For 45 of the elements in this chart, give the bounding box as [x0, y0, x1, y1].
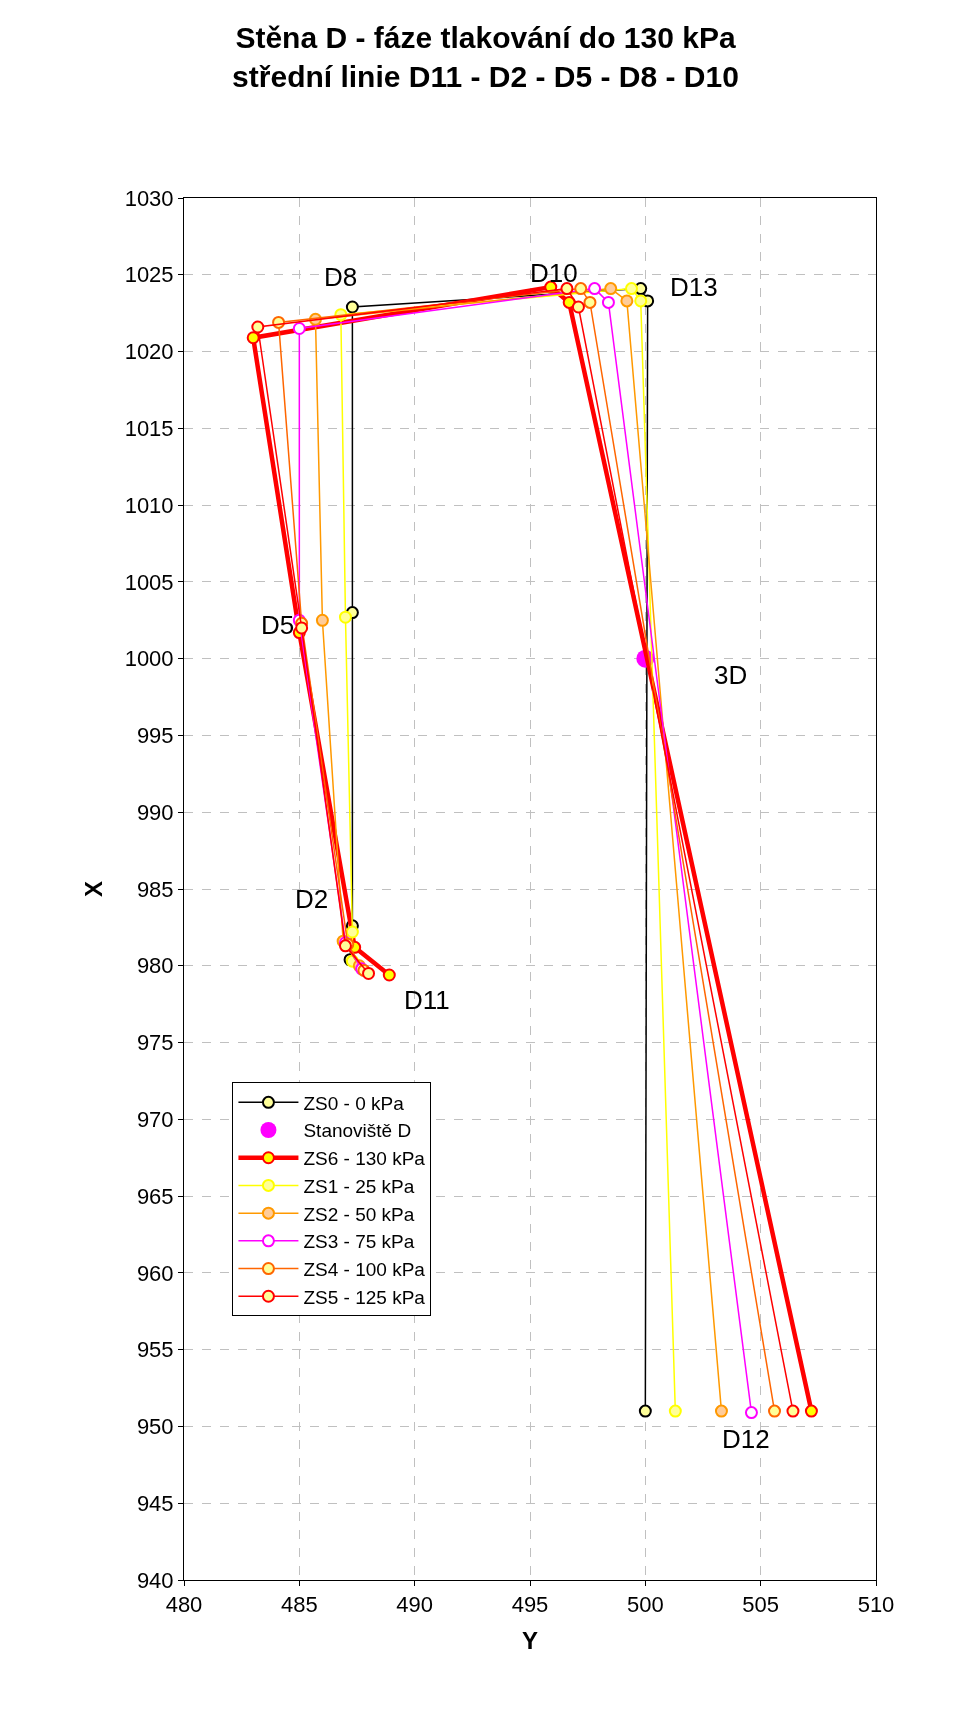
legend-label: ZS6 - 130 kPa — [303, 1148, 426, 1170]
y-tick-label: 1020 — [124, 339, 174, 365]
annotation: D2 — [295, 884, 329, 914]
y-tick-label: 950 — [136, 1414, 174, 1440]
y-axis-title: X — [79, 880, 107, 898]
y-tick-label: 1015 — [124, 416, 174, 442]
y-tick-label: 1000 — [124, 646, 174, 672]
annotation: 3D — [714, 660, 748, 690]
y-tick-label: 995 — [136, 723, 174, 749]
y-tick-label: 1005 — [124, 569, 174, 595]
y-tick-label: 970 — [136, 1107, 174, 1133]
y-tick-label: 980 — [136, 953, 174, 979]
annotation: D8 — [324, 262, 358, 292]
legend-label: Stanoviště D — [303, 1120, 412, 1142]
x-tick-label: 505 — [742, 1592, 780, 1618]
legend-label: ZS2 - 50 kPa — [303, 1203, 415, 1225]
x-tick-label: 510 — [857, 1592, 895, 1618]
x-tick-label: 500 — [626, 1592, 664, 1618]
y-tick-label: 990 — [136, 799, 174, 825]
legend-label: ZS0 - 0 kPa — [303, 1092, 405, 1114]
x-tick-label: 495 — [511, 1592, 549, 1618]
legend-label: ZS3 - 75 kPa — [303, 1231, 415, 1253]
legend-label: ZS4 - 100 kPa — [303, 1258, 426, 1280]
x-tick-label: 485 — [280, 1592, 318, 1618]
annotation: D13 — [670, 272, 718, 302]
legend-label: ZS1 - 25 kPa — [303, 1175, 415, 1197]
y-tick-label: 1025 — [124, 262, 174, 288]
y-tick-label: 960 — [136, 1260, 174, 1286]
x-tick-label: 480 — [165, 1592, 203, 1618]
annotation: D11 — [404, 985, 450, 1015]
y-tick-label: 965 — [136, 1183, 174, 1209]
annotation: D5 — [261, 610, 295, 640]
y-tick-label: 945 — [136, 1490, 174, 1516]
annotation: D12 — [722, 1424, 770, 1454]
chart-title: Stěna D - fáze tlakování do 130 kPa střední linie D11 - D2 - D5 - D8 - D10 — [232, 21, 739, 94]
y-tick-label: 1030 — [124, 185, 174, 211]
y-tick-label: 940 — [136, 1567, 174, 1593]
legend-label: ZS5 - 125 kPa — [303, 1286, 426, 1308]
y-tick-label: 955 — [136, 1337, 174, 1363]
annotation: D10 — [530, 258, 578, 288]
y-tick-label: 985 — [136, 876, 174, 902]
x-tick-label: 490 — [396, 1592, 434, 1618]
x-axis-title: Y — [521, 1626, 539, 1654]
y-tick-label: 1010 — [124, 492, 174, 518]
y-tick-label: 975 — [136, 1030, 174, 1056]
